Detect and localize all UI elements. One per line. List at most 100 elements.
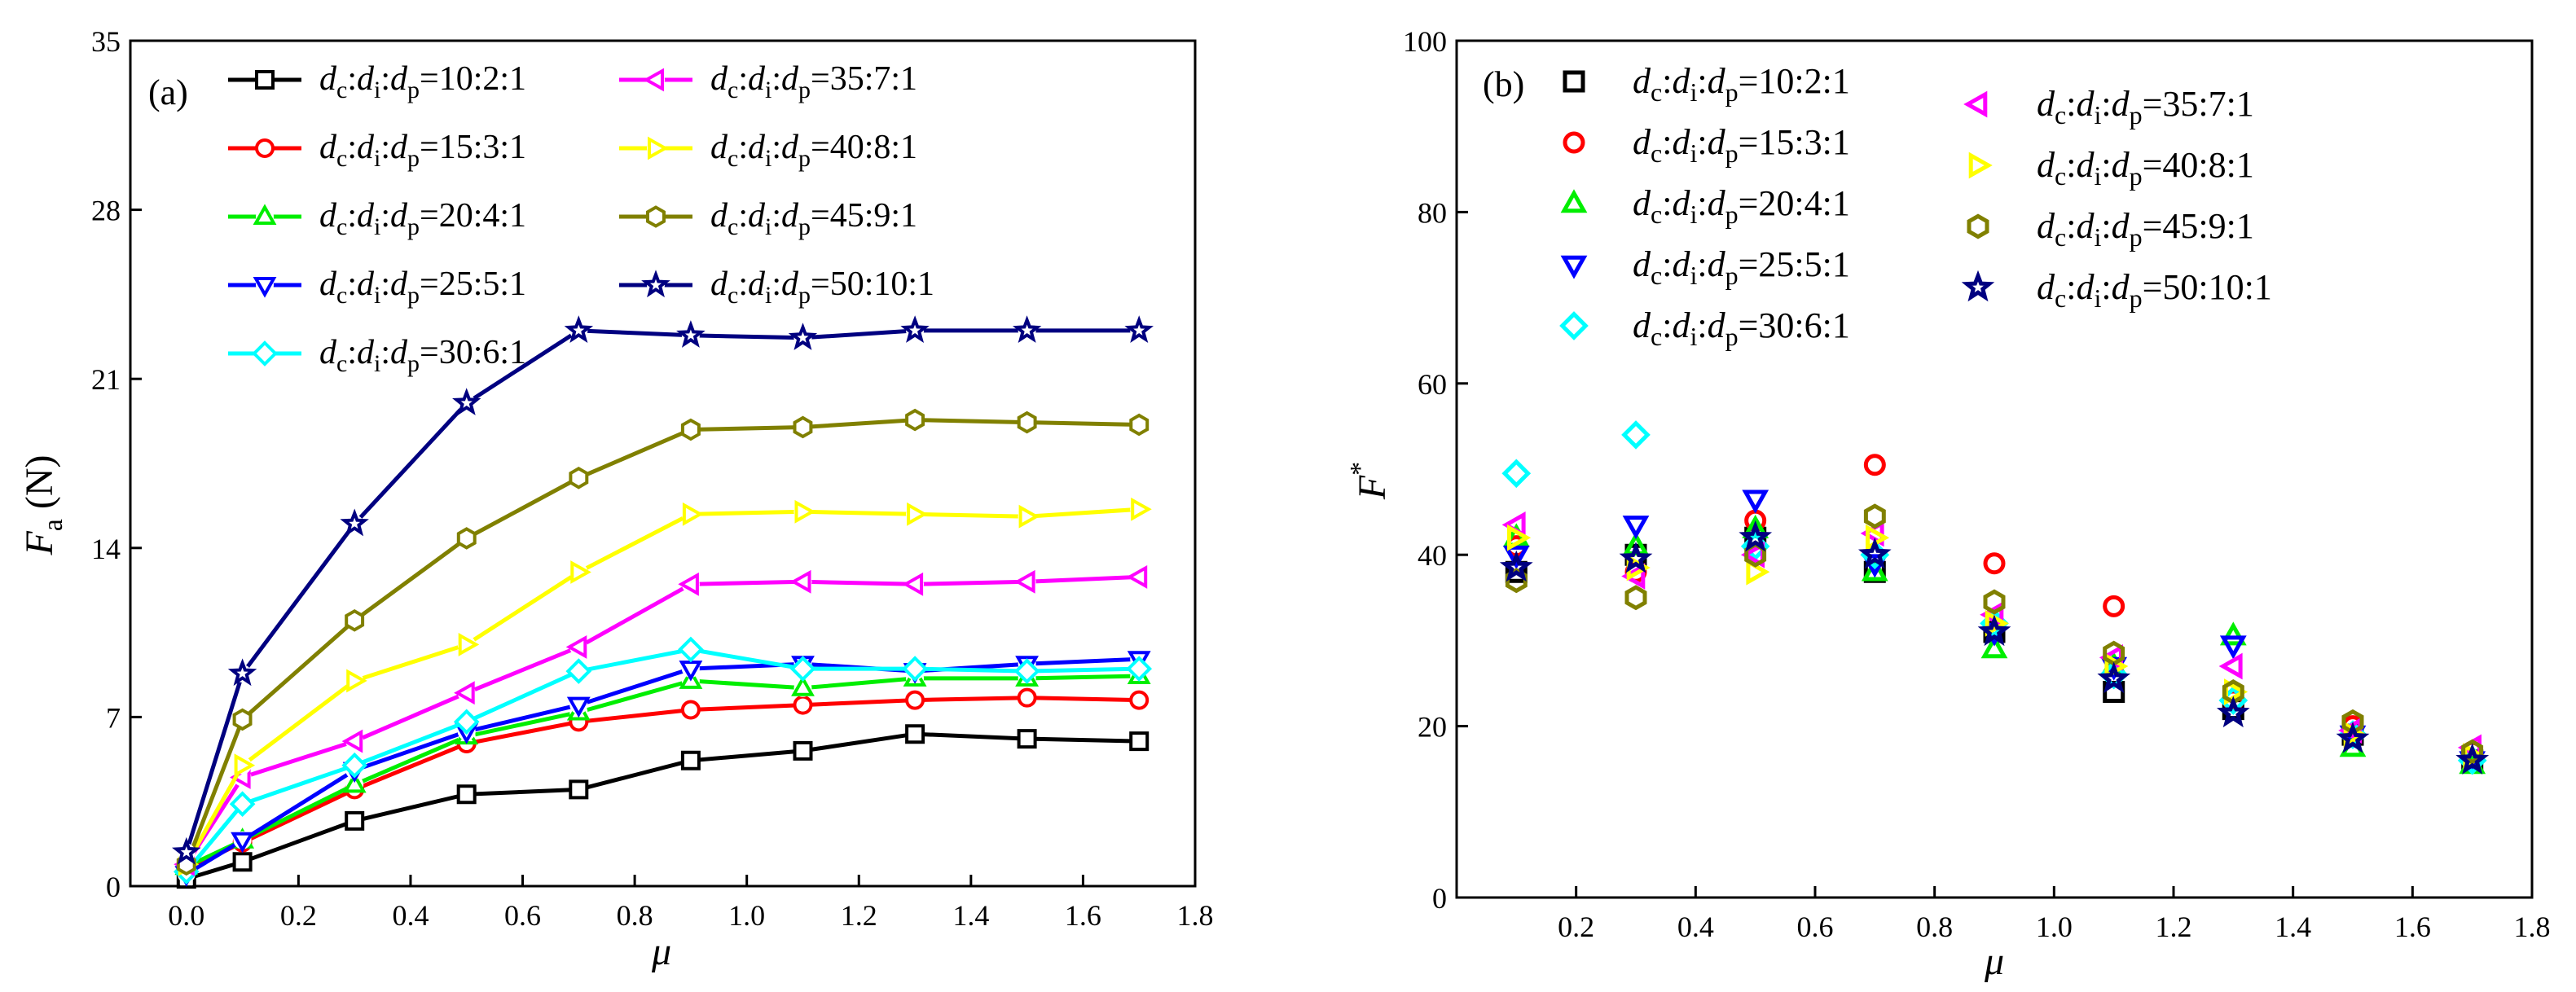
x-tick-label: 0.6 [1797,911,1834,943]
legend-item: dc:di:dp=30:6:1 [228,334,526,377]
data-point [1739,520,1773,552]
legend-item: dc:di:dp=25:5:1 [228,266,526,309]
legend-marker [1560,255,1588,279]
series-line [185,696,1140,871]
data-point [1861,557,1888,582]
legend-item: dc:di:dp=45:9:1 [1967,206,2254,252]
panel-a-plot-frame [129,39,1197,888]
legend-item: dc:di:dp=25:5:1 [1560,244,1850,290]
data-point [1621,563,1646,590]
legend-item: dc:di:dp=20:4:1 [228,197,526,240]
data-point [905,408,925,432]
marker-bg [681,700,700,719]
panel-a-x-ticks: 0.0 0.2 0.4 0.6 0.8 1.0 1.2 1.4 1.6 1.8 [168,875,1214,932]
data-point [791,675,815,696]
legend-item: dc:di:dp=50:10:1 [619,266,934,309]
y-tick-label: 35 [91,25,121,58]
legend-item: dc:di:dp=15:3:1 [228,129,526,172]
legend-item: dc:di:dp=30:6:1 [1559,305,1850,351]
panel-a-series-group [172,315,1154,889]
data-point [902,572,924,596]
marker-bg [1130,732,1149,751]
x-tick-label: 1.2 [2156,911,2192,943]
x-tick-label: 1.2 [841,899,877,932]
panel-b-series-group [1499,420,2490,775]
series-10-2-1 [1505,526,2484,772]
legend-label: dc:di:dp=30:6:1 [319,334,526,377]
data-point [2097,661,2131,694]
marker-bg [906,410,925,429]
series-35-7-1 [174,564,1149,876]
data-point [1746,558,1770,586]
data-point [1017,687,1037,708]
x-tick-label: 1.8 [2514,911,2551,943]
legend-label: dc:di:dp=35:7:1 [2037,84,2254,129]
marker-bg [793,418,812,437]
data-point [905,690,925,710]
marker-bg [1018,688,1036,707]
series-line [184,328,1140,854]
data-point [2216,696,2250,728]
data-point [342,771,367,793]
y-tick-label: 21 [91,363,121,396]
data-point [907,502,928,526]
data-point [680,700,701,720]
x-tick-label: 0.4 [1677,911,1714,943]
marker-bg [345,811,364,830]
x-tick-label: 1.6 [1065,899,1101,932]
marker-bg [681,751,700,770]
data-point [2103,595,2125,617]
data-point [1622,516,1650,540]
legend-label: dc:di:dp=15:3:1 [1633,122,1850,168]
data-point [1619,542,1653,573]
data-point [340,508,369,537]
data-point [229,791,256,818]
data-point [679,668,703,689]
legend-marker [1967,213,1989,239]
data-point [1126,656,1153,682]
panel-b-legend: dc:di:dp=10:2:1 dc:di:dp=15:3:1 dc:di:dp=2… [1559,61,2272,351]
legend-label: dc:di:dp=50:10:1 [2037,267,2272,313]
panel-b-y-axis-label: F* [1345,462,1394,500]
x-tick-label: 1.0 [2036,911,2073,943]
data-point [789,569,811,594]
y-tick-label: 80 [1418,196,1447,229]
legend-marker [648,136,669,160]
legend-item: dc:di:dp=10:2:1 [228,60,526,103]
data-point [1017,729,1037,749]
x-tick-label: 0.8 [1916,911,1953,943]
data-point [453,709,480,735]
legend-label: dc:di:dp=25:5:1 [1633,244,1850,290]
y-tick-label: 0 [106,871,121,903]
legend-marker [252,340,278,367]
marker-bg [345,611,364,630]
panel-b-scatter-chart: 0.2 0.4 0.6 0.8 1.0 1.2 1.4 1.6 1.8 0 20 40 60 80 100… [1345,25,2551,983]
series-40-8-1 [1507,524,2487,770]
series-line [185,656,1140,876]
data-point [346,669,367,693]
x-tick-label: 0.6 [504,899,541,932]
x-tick-label: 0.2 [280,899,317,932]
data-point [569,466,589,489]
legend-marker [1563,70,1585,93]
legend-label: dc:di:dp=35:7:1 [710,60,917,103]
legend-item: dc:di:dp=10:2:1 [1563,61,1850,107]
marker-bg [457,785,476,804]
data-point [902,656,928,682]
data-point [2336,722,2370,753]
data-point [2219,621,2247,646]
legend-marker [1961,270,1995,302]
panel-b-label: (b) [1483,64,1524,104]
data-point [452,388,481,415]
marker-bg [457,529,476,547]
data-point [172,836,201,865]
data-point [1860,520,1884,547]
data-point [1621,420,1651,450]
data-point [900,315,930,343]
data-point [1505,568,1528,594]
marker-bg [793,696,812,714]
y-tick-label: 14 [91,533,121,565]
marker-bg [1018,730,1036,748]
series-line [184,418,1140,866]
